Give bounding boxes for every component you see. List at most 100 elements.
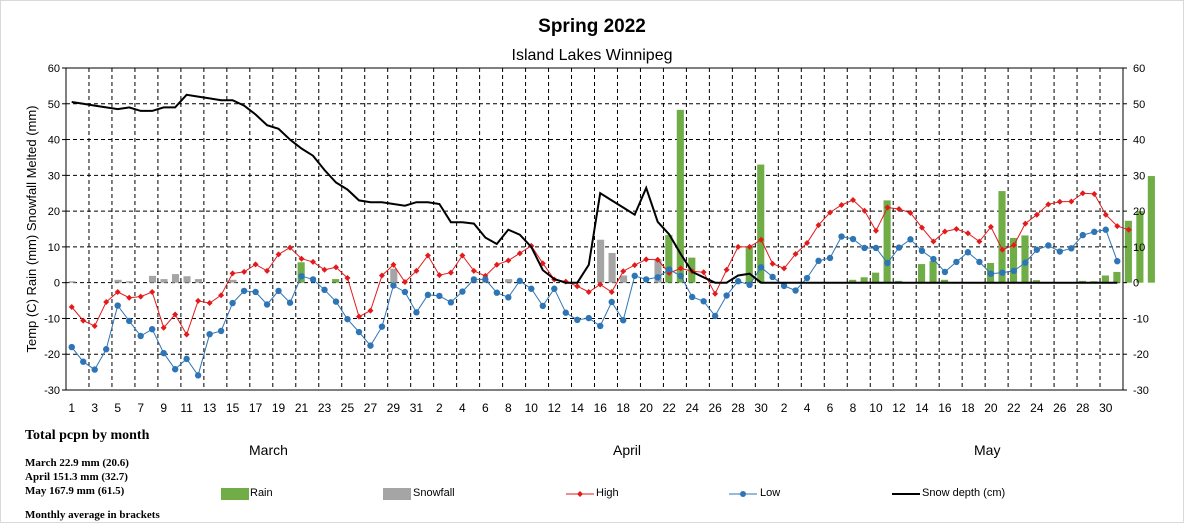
point-low [769, 273, 776, 281]
point-low [643, 276, 650, 283]
point-low [620, 317, 627, 324]
point-low [367, 342, 374, 349]
grid [65, 67, 1124, 391]
point-low [987, 270, 995, 277]
bar-rain [918, 264, 926, 283]
point-high [413, 267, 420, 274]
point-low [137, 332, 144, 340]
point-high [505, 257, 512, 264]
legend-marker-low [740, 491, 746, 497]
point-high [850, 197, 857, 204]
point-low [470, 276, 478, 283]
point-low [803, 274, 811, 282]
x-tick-label: 3 [91, 401, 98, 415]
point-low [516, 277, 524, 285]
y-tick-label-left: -30 [44, 385, 60, 397]
point-high [367, 307, 374, 314]
x-tick-label: 10 [869, 401, 883, 415]
month-label-may: May [974, 442, 1001, 458]
bar-rain [297, 262, 305, 283]
y-tick-label-right: 40 [1133, 135, 1145, 147]
point-low [780, 282, 788, 290]
point-low [723, 292, 730, 299]
point-low [597, 322, 604, 330]
point-low [240, 287, 248, 295]
point-high [241, 268, 248, 275]
bar-layer [68, 109, 1155, 283]
point-high [436, 272, 443, 279]
axis-layer: -30 -20 -10 0 10 20 30 40 50 60 -30 -20 -10 0 10 20 30 40… [24, 63, 1149, 415]
point-high [137, 293, 144, 300]
plot-border [65, 67, 1124, 391]
point-high [516, 250, 523, 257]
bar-rain [1113, 271, 1121, 283]
point-high [861, 207, 868, 214]
point-high [872, 227, 879, 234]
y-tick-label-right: 0 [1133, 278, 1139, 290]
point-low [378, 323, 386, 330]
bar-rain [849, 279, 857, 283]
bar-snowfall [620, 275, 628, 283]
y-tick-label-right: -10 [1133, 313, 1149, 325]
point-low [872, 244, 880, 252]
y-tick-label-left: -10 [44, 313, 60, 325]
point-high [907, 209, 914, 216]
point-high [631, 262, 638, 269]
point-low [413, 309, 420, 316]
x-tick-label: 22 [1007, 401, 1021, 415]
x-tick-label: 8 [505, 401, 512, 415]
point-high [930, 238, 937, 245]
point-low [171, 366, 179, 373]
bar-snowfall [114, 279, 122, 283]
point-low [654, 274, 661, 281]
point-low [401, 288, 409, 296]
point-high [459, 252, 466, 259]
bar-snowfall [194, 279, 203, 283]
x-tick-label: 11 [180, 401, 193, 415]
point-high [126, 294, 133, 301]
x-tick-label: 27 [364, 401, 378, 415]
point-low [263, 301, 271, 308]
y-tick-label-right: 50 [1133, 99, 1145, 111]
y-tick-label-left: 30 [48, 170, 60, 182]
bar-rain [1009, 237, 1018, 283]
legend-snow-depth-label: Snow depth (cm) [922, 487, 1006, 499]
bar-snowfall [183, 276, 191, 283]
point-high [585, 288, 592, 295]
point-low [826, 254, 834, 262]
bar-rain [1032, 280, 1041, 283]
point-high [1045, 201, 1052, 208]
pcpn-heading: Total pcpn by month [25, 428, 150, 443]
x-tick-label: 6 [827, 401, 834, 415]
x-tick-label: 14 [571, 401, 585, 415]
point-high [103, 298, 110, 305]
point-low [493, 289, 501, 296]
x-tick-label: 31 [410, 401, 424, 415]
point-high [378, 272, 385, 279]
point-high [218, 292, 225, 299]
x-tick-label: 4 [804, 401, 811, 415]
point-high [608, 288, 615, 295]
y-tick-label-left: -20 [44, 349, 60, 361]
x-tick-label: 4 [459, 401, 466, 415]
point-low [838, 233, 845, 240]
y-tick-label-left: 0 [54, 278, 60, 290]
point-high [332, 264, 339, 271]
bar-snowfall [68, 281, 76, 283]
point-high [941, 228, 948, 235]
point-high [620, 268, 627, 275]
point-low [528, 285, 535, 292]
point-high [987, 223, 994, 230]
point-low [918, 247, 926, 255]
point-high [91, 322, 98, 329]
y-tick-label-left: 20 [48, 206, 60, 218]
point-low [103, 346, 110, 353]
y-axis-title: Temp (C) Rain (mm) Snowfall Melted (mm) [24, 105, 39, 352]
legend-high-label: High [596, 487, 619, 499]
point-high [1091, 190, 1098, 197]
point-low [194, 372, 202, 379]
bar-rain [998, 191, 1006, 283]
point-low [114, 302, 121, 309]
x-tick-label: 12 [548, 401, 562, 415]
chart-subtitle: Island Lakes Winnipeg [511, 47, 673, 64]
